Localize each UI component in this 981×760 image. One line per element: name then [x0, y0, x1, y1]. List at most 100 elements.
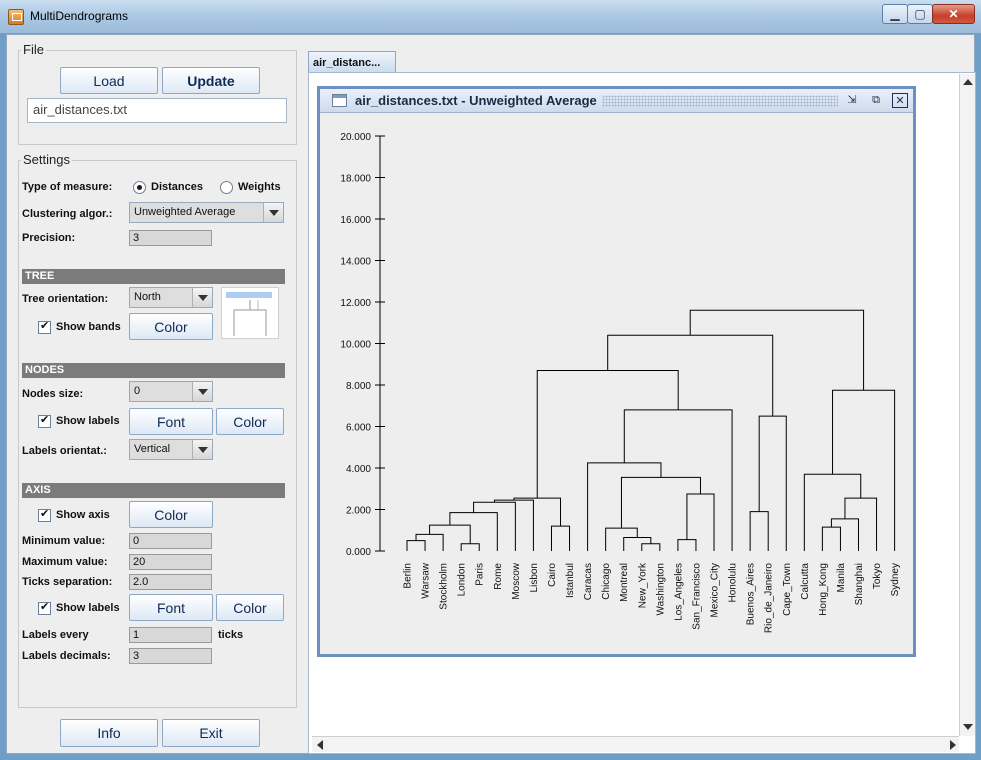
show-axis-checkbox[interactable]	[38, 507, 51, 522]
leaf-label: Hong_Kong	[818, 563, 829, 616]
nodes-size-combo[interactable]: 0	[129, 381, 213, 402]
internal-frame-title-bar[interactable]: air_distances.txt - Unweighted Average ⇲…	[320, 89, 913, 113]
y-axis-tick-label: 6.000	[346, 423, 371, 434]
weights-radio[interactable]	[220, 181, 233, 194]
dendrogram-link	[607, 334, 774, 417]
show-axis-labels-checkbox[interactable]	[38, 600, 51, 615]
scroll-right-arrow-icon[interactable]	[950, 740, 956, 750]
tab-air-distances[interactable]: air_distanc...	[308, 51, 396, 73]
ticks-separation-field[interactable]: 2.0	[129, 574, 212, 590]
dendrogram-internal-frame: air_distances.txt - Unweighted Average ⇲…	[317, 86, 916, 657]
tree-orientation-label: Tree orientation:	[22, 293, 109, 305]
y-axis-tick-label: 20.000	[340, 132, 371, 143]
tree-orientation-combo[interactable]: North	[129, 287, 213, 308]
min-value-field[interactable]: 0	[129, 533, 212, 549]
close-window-button[interactable]: ✕	[932, 4, 975, 24]
precision-label: Precision:	[22, 232, 76, 244]
show-node-labels-checkbox[interactable]	[38, 413, 51, 428]
dendrogram-link	[449, 512, 498, 551]
distances-radio[interactable]	[133, 181, 146, 194]
scroll-left-arrow-icon[interactable]	[317, 740, 323, 750]
leaf-label: Cape_Town	[782, 563, 793, 616]
weights-radio-label[interactable]: Weights	[238, 181, 281, 193]
frame-window-icon	[332, 94, 347, 107]
nodes-size-value: 0	[134, 385, 141, 397]
axis-section-header: AXIS	[22, 483, 285, 498]
leaf-label: Mexico_City	[710, 563, 721, 617]
chevron-down-icon[interactable]	[192, 440, 212, 459]
leaf-label: Caracas	[583, 563, 594, 600]
axis-font-button[interactable]: Font	[129, 594, 213, 621]
dendrogram-chart: 0.000 2.000 4.000 6.000 8.000 10.000 12.000 14.…	[340, 132, 901, 633]
max-value-label: Maximum value:	[22, 556, 108, 568]
chevron-down-icon[interactable]	[192, 382, 212, 401]
horizontal-scrollbar[interactable]	[312, 736, 959, 752]
north-tree-preview-icon	[226, 292, 272, 336]
min-value-label: Minimum value:	[22, 535, 106, 547]
dendrogram-link	[513, 497, 562, 527]
minimize-button[interactable]: ▁	[882, 4, 908, 24]
labels-every-field[interactable]: 1	[129, 627, 212, 643]
leaf-label: Cairo	[547, 563, 558, 587]
ticks-unit-label: ticks	[218, 629, 244, 641]
show-bands-checkbox[interactable]	[38, 319, 51, 334]
exit-button[interactable]: Exit	[162, 719, 260, 747]
dendrogram-link	[803, 473, 862, 551]
tree-color-button[interactable]: Color	[129, 313, 213, 340]
y-axis-tick-label: 0.000	[346, 547, 371, 558]
maximize-button[interactable]: ▢	[907, 4, 933, 24]
y-axis-tick-label: 18.000	[340, 174, 371, 185]
nodes-color-button[interactable]: Color	[216, 408, 284, 435]
title-bar: MultiDendrograms ▁ ▢ ✕	[0, 0, 981, 34]
dendrogram-link	[605, 527, 638, 551]
show-bands-label[interactable]: Show bands	[56, 321, 121, 333]
maximize-frame-icon[interactable]: ⧉	[872, 94, 880, 106]
leaf-label: London	[457, 563, 468, 596]
labels-orientation-combo[interactable]: Vertical	[129, 439, 213, 460]
leaf-label: Paris	[475, 563, 486, 586]
scroll-down-arrow-icon[interactable]	[963, 724, 973, 730]
axis-color-button[interactable]: Color	[129, 501, 213, 528]
leaf-label: Washington	[655, 563, 666, 615]
dendrogram-link	[623, 409, 733, 551]
leaf-label: New_York	[637, 562, 648, 608]
iconify-icon[interactable]: ⇲	[847, 94, 857, 106]
dendrogram-link	[821, 526, 841, 551]
leaf-label: Stockholm	[439, 563, 450, 610]
close-frame-icon[interactable]: ✕	[892, 93, 908, 108]
show-axis-label[interactable]: Show axis	[56, 509, 110, 521]
precision-field[interactable]: 3	[129, 230, 212, 246]
window-title: MultiDendrograms	[30, 9, 129, 23]
dendrogram-link	[677, 539, 697, 551]
chevron-down-icon[interactable]	[192, 288, 212, 307]
max-value-field[interactable]: 20	[129, 554, 212, 570]
nodes-font-button[interactable]: Font	[129, 408, 213, 435]
ticks-separation-label: Ticks separation:	[22, 576, 113, 588]
vertical-scrollbar[interactable]	[959, 74, 975, 736]
dendrogram-link	[832, 389, 896, 551]
load-button[interactable]: Load	[60, 67, 158, 94]
update-button[interactable]: Update	[162, 67, 260, 94]
show-axis-labels-label[interactable]: Show labels	[56, 602, 120, 614]
filename-field[interactable]: air_distances.txt	[27, 98, 287, 123]
leaf-label: Chicago	[601, 563, 612, 600]
chevron-down-icon[interactable]	[263, 203, 283, 222]
show-node-labels-label[interactable]: Show labels	[56, 415, 120, 427]
labels-orientation-label: Labels orientat.:	[22, 445, 107, 457]
nodes-section-header: NODES	[22, 363, 285, 378]
distances-radio-label[interactable]: Distances	[151, 181, 203, 193]
info-button[interactable]: Info	[60, 719, 158, 747]
leaf-label: Montreal	[619, 563, 630, 602]
algorithm-combo[interactable]: Unweighted Average	[129, 202, 284, 223]
dendrogram-link	[623, 537, 652, 551]
axis-labels-color-button[interactable]: Color	[216, 594, 284, 621]
dendrogram-link	[493, 499, 534, 551]
scroll-up-arrow-icon[interactable]	[963, 79, 973, 85]
algorithm-label: Clustering algor.:	[22, 208, 113, 220]
leaf-label: Rome	[493, 563, 504, 590]
labels-decimals-field[interactable]: 3	[129, 648, 212, 664]
dendrogram-plot-area: 0.000 2.000 4.000 6.000 8.000 10.000 12.000 14.…	[320, 114, 913, 654]
leaf-label: Los_Angeles	[673, 563, 684, 621]
leaf-label: Sydney	[890, 563, 901, 596]
internal-frame-title: air_distances.txt - Unweighted Average	[355, 93, 597, 108]
